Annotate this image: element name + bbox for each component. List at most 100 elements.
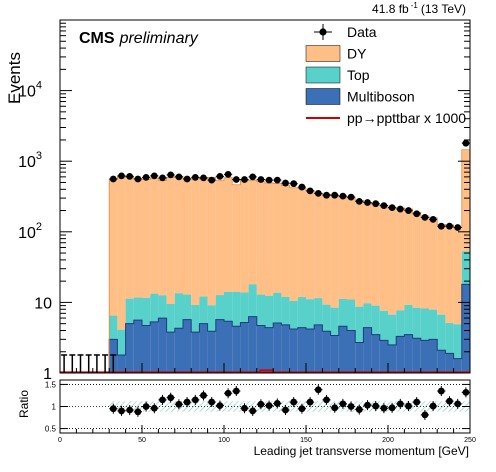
ratio-point	[183, 398, 191, 406]
top-bar	[379, 310, 388, 341]
top-bar	[314, 298, 323, 325]
data-point	[118, 172, 125, 180]
multiboson-bar	[429, 339, 438, 373]
top-bar	[330, 307, 339, 336]
top-bar	[363, 303, 372, 328]
dy-bar	[166, 177, 175, 304]
legend-swatch	[305, 45, 341, 62]
ratio-point	[224, 389, 232, 397]
multiboson-bar	[363, 327, 372, 373]
dy-bar	[183, 178, 192, 295]
data-point	[437, 222, 445, 230]
ratio-point	[200, 392, 207, 399]
top-bar	[142, 297, 151, 326]
multiboson-bar	[125, 323, 134, 373]
dy-bar	[265, 182, 274, 296]
dy-bar	[191, 179, 200, 305]
dy-bar	[240, 180, 249, 293]
ratio-point	[208, 398, 216, 406]
data-point	[224, 171, 232, 178]
data-point	[183, 175, 191, 183]
x-tick-label: 250	[464, 437, 476, 444]
dy-bar	[174, 176, 183, 294]
x-axis-title: Leading jet transverse momentum [GeV]	[254, 444, 469, 458]
ratio-y-tick-label: 1.5	[45, 380, 57, 389]
top-bar	[404, 304, 413, 335]
dy-bar	[158, 180, 167, 296]
y-tick-label-base: 10	[18, 154, 36, 171]
data-point	[142, 173, 150, 181]
multiboson-bar	[199, 323, 208, 373]
multiboson-bar	[445, 353, 454, 373]
data-point	[331, 191, 339, 199]
dy-bar	[396, 207, 405, 311]
dy-bar	[379, 205, 388, 311]
top-bar	[396, 310, 405, 337]
ratio-point	[167, 394, 175, 402]
data-point	[396, 205, 404, 213]
dy-bar	[273, 183, 282, 293]
multiboson-bar	[396, 336, 405, 373]
ratio-point	[331, 404, 339, 412]
data-point	[372, 200, 380, 208]
legend-swatch	[305, 66, 341, 84]
dy-bar	[117, 176, 126, 330]
lumi-energy: (13 TeV)	[421, 2, 466, 16]
ratio-point	[142, 403, 150, 410]
ratio-point	[462, 388, 470, 396]
multiboson-bar	[256, 325, 265, 373]
y-tick-label-exponent: 2	[36, 221, 42, 233]
ratio-point	[421, 411, 429, 419]
legend-label: Data	[347, 24, 377, 40]
multiboson-bar	[273, 323, 282, 373]
ratio-point	[429, 402, 437, 410]
multiboson-bar	[150, 321, 159, 373]
top-bar	[281, 296, 290, 325]
data-point	[175, 173, 183, 181]
dy-bar	[461, 149, 470, 252]
multiboson-bar	[453, 358, 462, 373]
data-point	[355, 197, 363, 205]
x-tick-label: 0	[58, 437, 62, 444]
data-point	[462, 139, 470, 147]
ratio-point	[290, 398, 298, 406]
data-point	[388, 204, 396, 212]
multiboson-bar	[133, 320, 142, 373]
multiboson-bar	[371, 334, 380, 373]
y-tick-label-base: 10	[18, 84, 36, 101]
legend-label: Multiboson	[347, 89, 415, 105]
top-bar	[191, 304, 200, 333]
ratio-point	[118, 407, 125, 415]
ratio-point	[273, 400, 281, 407]
multiboson-bar	[142, 325, 151, 373]
lumi-label: 41.8 fb -1 (13 TeV)	[372, 1, 466, 16]
top-bar	[248, 284, 257, 317]
x-tick-label: 50	[138, 437, 146, 444]
top-bar	[297, 297, 306, 328]
dy-bar	[404, 209, 413, 305]
data-point	[109, 175, 117, 183]
data-point	[290, 180, 298, 188]
ratio-point	[109, 405, 117, 413]
ratio-point	[396, 400, 404, 408]
multiboson-bar	[338, 326, 347, 373]
data-point	[306, 187, 314, 195]
ratio-point	[282, 406, 289, 414]
y-tick-label-exponent: 4	[36, 80, 42, 92]
top-bar	[445, 323, 454, 354]
data-point	[339, 192, 347, 200]
top-bar	[420, 308, 429, 341]
data-point	[380, 202, 388, 210]
multiboson-bar	[330, 335, 339, 373]
data-point	[216, 172, 224, 180]
multiboson-bar	[191, 332, 200, 373]
ratio-point	[126, 406, 134, 414]
data-point	[454, 224, 462, 231]
multiboson-bar	[388, 344, 397, 373]
multiboson-bar	[314, 324, 323, 373]
top-bar	[338, 298, 347, 327]
data-point	[413, 210, 421, 218]
multiboson-bar	[289, 328, 298, 373]
y-tick-label: 10	[34, 295, 52, 312]
top-bar	[215, 295, 224, 320]
